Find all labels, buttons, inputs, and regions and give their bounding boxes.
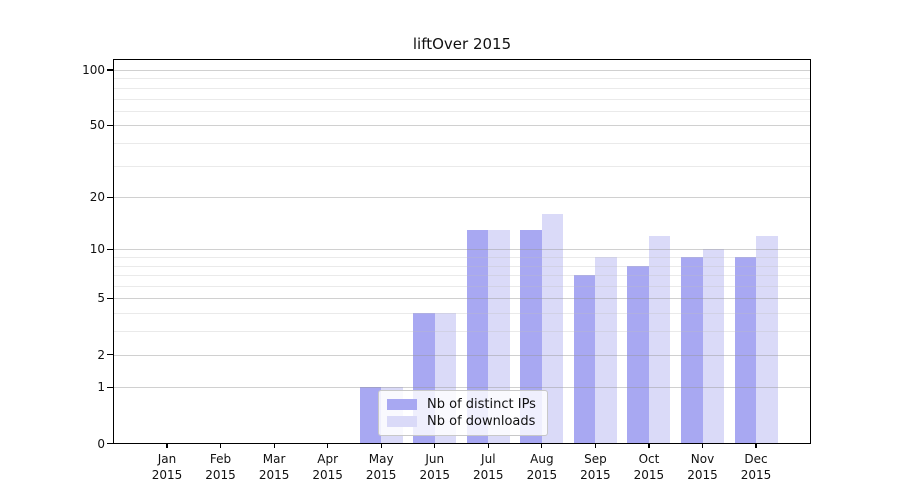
bar-distinct-ips-sep bbox=[573, 275, 596, 444]
y-tick-label-2: 2 bbox=[97, 347, 105, 362]
minor-gridline-30 bbox=[113, 165, 811, 167]
x-tick-label-jan: Jan 2015 bbox=[151, 452, 183, 482]
y-tick-label-1: 1 bbox=[97, 380, 105, 395]
minor-gridline-90 bbox=[113, 78, 811, 80]
x-tick-mark bbox=[648, 443, 650, 448]
y-tick-label-50: 50 bbox=[89, 118, 105, 133]
bar-distinct-ips-may bbox=[359, 387, 382, 444]
x-tick-label-apr: Apr 2015 bbox=[312, 452, 343, 482]
major-gridline-1 bbox=[113, 387, 811, 389]
minor-gridline-7 bbox=[113, 275, 811, 277]
chart-title: liftOver 2015 bbox=[412, 35, 512, 53]
x-tick-label-mar: Mar 2015 bbox=[258, 452, 290, 482]
minor-gridline-4 bbox=[113, 313, 811, 315]
x-tick-mark bbox=[541, 443, 543, 448]
legend-label-distinct-ips: Nb of distinct IPs bbox=[427, 397, 536, 412]
y-tick-mark bbox=[107, 196, 113, 198]
bar-downloads-nov bbox=[702, 249, 724, 444]
y-tick-mark bbox=[107, 124, 113, 126]
bar-distinct-ips-dec bbox=[734, 257, 757, 444]
x-tick-label-jun: Jun 2015 bbox=[419, 452, 451, 482]
y-tick-label-100: 100 bbox=[82, 62, 105, 77]
major-gridline-2 bbox=[113, 354, 811, 356]
major-gridline-20 bbox=[113, 197, 811, 199]
x-tick-mark bbox=[166, 443, 168, 448]
y-tick-label-20: 20 bbox=[89, 190, 105, 205]
bar-downloads-aug bbox=[541, 214, 564, 444]
minor-gridline-8 bbox=[113, 265, 811, 267]
x-tick-mark bbox=[755, 443, 757, 448]
x-tick-label-jul: Jul 2015 bbox=[473, 452, 504, 482]
major-gridline-100 bbox=[113, 69, 811, 71]
bar-downloads-oct bbox=[648, 235, 671, 444]
x-tick-mark bbox=[487, 443, 489, 448]
bar-distinct-ips-oct bbox=[627, 265, 649, 444]
major-gridline-50 bbox=[113, 125, 811, 127]
x-tick-mark bbox=[327, 443, 329, 448]
y-tick-mark bbox=[107, 353, 113, 356]
legend-entry-distinct-ips: Nb of distinct IPs bbox=[387, 397, 539, 413]
y-tick-mark bbox=[107, 442, 113, 445]
x-tick-label-dec: Dec 2015 bbox=[740, 452, 772, 482]
x-tick-label-oct: Oct 2015 bbox=[633, 452, 665, 482]
y-tick-mark bbox=[107, 248, 113, 251]
y-tick-label-5: 5 bbox=[97, 291, 105, 306]
minor-gridline-6 bbox=[113, 286, 811, 288]
legend-label-downloads: Nb of downloads bbox=[427, 414, 536, 429]
y-tick-mark bbox=[107, 297, 113, 300]
legend: Nb of distinct IPs Nb of downloads bbox=[378, 389, 548, 436]
x-tick-mark bbox=[273, 443, 275, 448]
x-tick-label-feb: Feb 2015 bbox=[205, 452, 236, 482]
x-tick-label-may: May 2015 bbox=[365, 452, 397, 482]
x-tick-label-nov: Nov 2015 bbox=[687, 452, 718, 482]
x-tick-mark bbox=[434, 443, 436, 448]
minor-gridline-9 bbox=[113, 257, 811, 259]
legend-entry-downloads: Nb of downloads bbox=[387, 414, 539, 430]
major-gridline-10 bbox=[113, 249, 811, 251]
y-tick-label-10: 10 bbox=[89, 242, 105, 257]
y-tick-label-0: 0 bbox=[97, 436, 105, 451]
x-tick-mark bbox=[594, 443, 596, 448]
y-tick-mark bbox=[107, 386, 113, 388]
major-gridline-5 bbox=[113, 298, 811, 300]
legend-swatch-distinct-ips bbox=[387, 399, 417, 410]
plot-area: Nb of distinct IPs Nb of downloads bbox=[113, 58, 811, 444]
minor-gridline-60 bbox=[113, 110, 811, 112]
bar-distinct-ips-nov bbox=[681, 257, 703, 444]
x-tick-mark bbox=[380, 443, 382, 448]
minor-gridline-3 bbox=[113, 331, 811, 333]
minor-gridline-80 bbox=[113, 87, 811, 89]
x-tick-label-sep: Sep 2015 bbox=[580, 452, 611, 482]
y-tick-mark bbox=[107, 69, 113, 71]
minor-gridline-40 bbox=[113, 142, 811, 144]
x-tick-label-aug: Aug 2015 bbox=[526, 452, 558, 482]
bar-downloads-dec bbox=[756, 235, 778, 444]
minor-gridline-70 bbox=[113, 98, 811, 100]
x-tick-mark bbox=[219, 443, 222, 448]
legend-swatch-downloads bbox=[387, 416, 417, 427]
x-tick-mark bbox=[701, 443, 704, 448]
bar-downloads-sep bbox=[595, 257, 617, 444]
